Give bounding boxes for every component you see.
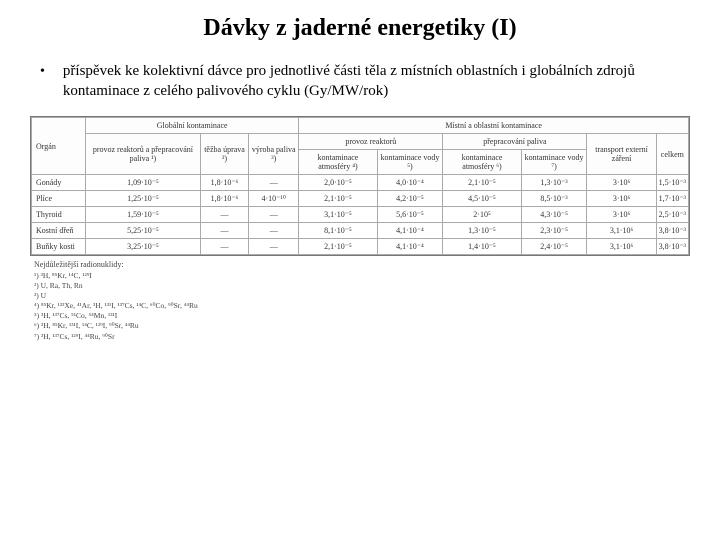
table-cell: 1,09·10⁻⁵ — [86, 175, 201, 191]
table-cell: — — [249, 239, 299, 255]
col-l-sub: provoz reaktorů — [299, 134, 443, 150]
col-l6: celkem — [656, 134, 688, 175]
page-title: Dávky z jaderné energetiky (I) — [20, 15, 700, 42]
table-cell: Gonády — [32, 175, 86, 191]
table-cell: 3·10⁶ — [587, 207, 656, 223]
footnote-4: ⁴) ⁸⁵Kr, ¹³³Xe, ⁴¹Ar, ³H, ¹³¹I, ¹³⁷Cs, ¹… — [34, 301, 690, 311]
table-cell: 3·10⁶ — [587, 191, 656, 207]
table-cell: 3·10⁶ — [587, 175, 656, 191]
footnotes-header: Nejdůležitější radionuklidy: — [34, 260, 690, 271]
table-cell: 1,59·10⁻⁵ — [86, 207, 201, 223]
table-cell: 4,2·10⁻⁵ — [377, 191, 443, 207]
table-cell: 3,8·10⁻³ — [656, 223, 688, 239]
table-body: Gonády1,09·10⁻⁵1,8·10⁻⁶—2,0·10⁻⁵4,0·10⁻⁴… — [32, 175, 689, 255]
table-cell: 3,1·10⁶ — [587, 239, 656, 255]
col-l-sub2: přepracování paliva — [443, 134, 587, 150]
table-cell: 2·10⁵ — [443, 207, 521, 223]
table-cell: 3,1·10⁶ — [587, 223, 656, 239]
footnote-1: ¹) ³H, ⁸⁵Kr, ¹⁴C, ¹²⁹I — [34, 271, 690, 281]
table-cell: 4,1·10⁻⁴ — [377, 239, 443, 255]
table-cell: 1,8·10⁻⁶ — [200, 175, 248, 191]
table-cell: 3,1·10⁻⁵ — [299, 207, 377, 223]
table-cell: 8,5·10⁻³ — [521, 191, 587, 207]
table-cell: — — [200, 223, 248, 239]
table-cell: 1,7·10⁻³ — [656, 191, 688, 207]
table-cell: 1,3·10⁻⁵ — [443, 223, 521, 239]
footnote-6: ⁶) ³H, ⁸⁵Kr, ¹³¹I, ¹⁴C, ¹²⁹I, ⁹⁰Sr, ⁴⁴Ru — [34, 321, 690, 331]
table-cell: 1,8·10⁻⁶ — [200, 191, 248, 207]
table-cell: 4,3·10⁻⁵ — [521, 207, 587, 223]
footnote-7: ⁷) ³H, ¹³⁷Cs, ¹²⁹I, ⁴⁴Ru, ⁹⁰Sr — [34, 332, 690, 342]
table-cell: 2,1·10⁻⁵ — [299, 239, 377, 255]
table-cell: 2,0·10⁻⁵ — [299, 175, 377, 191]
table-cell: — — [249, 207, 299, 223]
col-l2: kontaminace vody ⁵) — [377, 150, 443, 175]
table-row: Plíce1,25·10⁻⁵1,8·10⁻⁶4·10⁻¹⁰2,1·10⁻⁵4,2… — [32, 191, 689, 207]
group-global: Globální kontaminace — [86, 118, 299, 134]
group-local: Místní a oblastní kontaminace — [299, 118, 689, 134]
table-cell: 2,3·10⁻⁵ — [521, 223, 587, 239]
col-l1: kontaminace atmosféry ⁴) — [299, 150, 377, 175]
table-cell: 8,1·10⁻⁵ — [299, 223, 377, 239]
bullet-marker: • — [40, 64, 45, 80]
table-cell: 5,6·10⁻⁵ — [377, 207, 443, 223]
table-cell: 4,1·10⁻⁴ — [377, 223, 443, 239]
table-cell: Buňky kosti — [32, 239, 86, 255]
table-cell: 4,0·10⁻⁴ — [377, 175, 443, 191]
table-cell: 1,25·10⁻⁵ — [86, 191, 201, 207]
col-g1: provoz reaktorů a přepracování paliva ¹) — [86, 134, 201, 175]
data-table-wrap: Orgán Globální kontaminace Místní a obla… — [30, 116, 690, 256]
footnote-5: ⁵) ³H, ¹³⁷Cs, ⁵¹Co, ⁵⁴Mn, ¹³¹I — [34, 311, 690, 321]
bullet-row: • příspěvek ke kolektivní dávce pro jedn… — [40, 62, 680, 101]
table-cell: Thyroid — [32, 207, 86, 223]
table-cell: 1,4·10⁻⁵ — [443, 239, 521, 255]
table-cell: 1,5·10⁻³ — [656, 175, 688, 191]
table-cell: Kostní dřeň — [32, 223, 86, 239]
table-cell: 3,8·10⁻³ — [656, 239, 688, 255]
table-cell: 2,1·10⁻⁵ — [299, 191, 377, 207]
data-table: Orgán Globální kontaminace Místní a obla… — [31, 117, 689, 255]
table-row: Thyroid1,59·10⁻⁵——3,1·10⁻⁵5,6·10⁻⁵2·10⁵4… — [32, 207, 689, 223]
table-cell: 3,25·10⁻⁵ — [86, 239, 201, 255]
footnote-3: ³) U — [34, 291, 690, 301]
footnote-2: ²) U, Ra, Th, Rn — [34, 281, 690, 291]
table-cell: 2,1·10⁻⁵ — [443, 175, 521, 191]
table-row: Buňky kosti3,25·10⁻⁵——2,1·10⁻⁵4,1·10⁻⁴1,… — [32, 239, 689, 255]
col-organ: Orgán — [32, 118, 86, 175]
table-cell: 1,3·10⁻³ — [521, 175, 587, 191]
table-cell: 2,5·10⁻³ — [656, 207, 688, 223]
col-l5: transport externí záření — [587, 134, 656, 175]
bullet-text: příspěvek ke kolektivní dávce pro jednot… — [63, 62, 680, 101]
table-cell: 5,25·10⁻⁵ — [86, 223, 201, 239]
table-row: Kostní dřeň5,25·10⁻⁵——8,1·10⁻⁵4,1·10⁻⁴1,… — [32, 223, 689, 239]
table-cell: Plíce — [32, 191, 86, 207]
table-cell: — — [200, 207, 248, 223]
col-g2: těžba úprava ²) — [200, 134, 248, 175]
table-cell: 4,5·10⁻⁵ — [443, 191, 521, 207]
table-cell: — — [249, 175, 299, 191]
table-cell: — — [249, 223, 299, 239]
col-g3: výroba paliva ³) — [249, 134, 299, 175]
table-cell: 2,4·10⁻⁵ — [521, 239, 587, 255]
table-cell: 4·10⁻¹⁰ — [249, 191, 299, 207]
table-cell: — — [200, 239, 248, 255]
table-row: Gonády1,09·10⁻⁵1,8·10⁻⁶—2,0·10⁻⁵4,0·10⁻⁴… — [32, 175, 689, 191]
col-l3: kontaminace atmosféry ⁶) — [443, 150, 521, 175]
footnotes: Nejdůležitější radionuklidy: ¹) ³H, ⁸⁵Kr… — [34, 260, 690, 342]
col-l4: kontaminace vody ⁷) — [521, 150, 587, 175]
